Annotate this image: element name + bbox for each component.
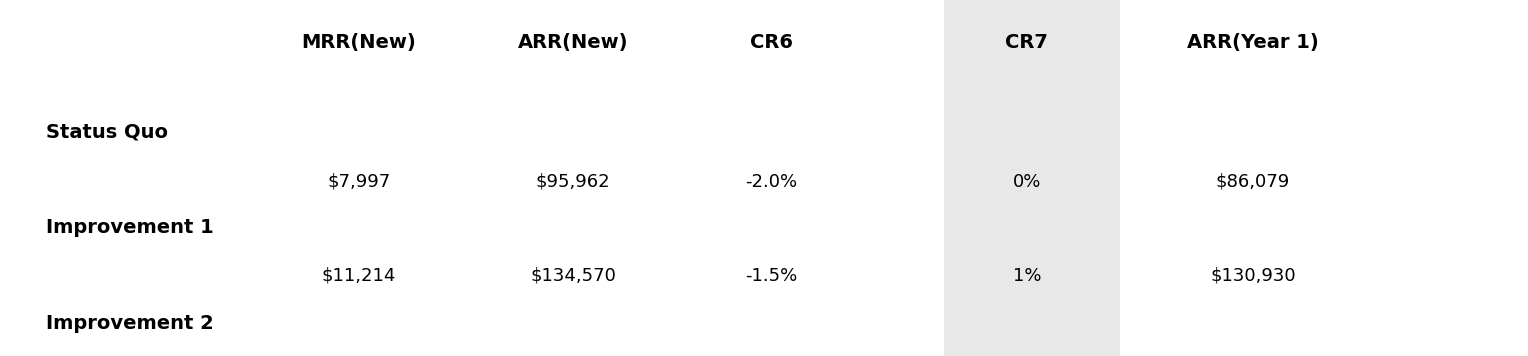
Text: MRR(New): MRR(New) — [301, 33, 417, 52]
Text: 1%: 1% — [1013, 267, 1041, 285]
Text: CR6: CR6 — [750, 33, 793, 52]
Text: Status Quo: Status Quo — [46, 122, 168, 141]
Text: $7,997: $7,997 — [327, 173, 391, 190]
Text: ARR(New): ARR(New) — [518, 33, 628, 52]
Text: $95,962: $95,962 — [536, 173, 610, 190]
Text: $11,214: $11,214 — [322, 267, 396, 285]
Text: Improvement 1: Improvement 1 — [46, 218, 214, 237]
Text: 0%: 0% — [1013, 173, 1041, 190]
Text: ARR(Year 1): ARR(Year 1) — [1187, 33, 1319, 52]
Text: $130,930: $130,930 — [1210, 267, 1296, 285]
Text: $86,079: $86,079 — [1216, 173, 1290, 190]
Text: -2.0%: -2.0% — [746, 173, 798, 190]
Text: CR7: CR7 — [1005, 33, 1048, 52]
Text: -1.5%: -1.5% — [746, 267, 798, 285]
Text: Improvement 2: Improvement 2 — [46, 314, 214, 334]
Text: $134,570: $134,570 — [530, 267, 616, 285]
FancyBboxPatch shape — [944, 0, 1120, 356]
